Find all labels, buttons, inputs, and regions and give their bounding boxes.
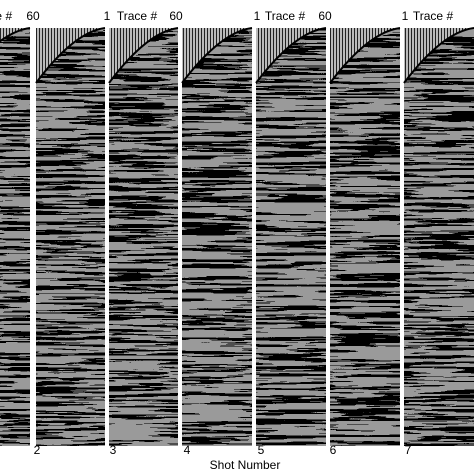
first-arrival-zone bbox=[182, 28, 252, 83]
first-arrival bbox=[181, 27, 253, 84]
trace-label: 1 bbox=[254, 9, 261, 23]
trace-label: Trace # bbox=[117, 9, 158, 23]
first-arrival bbox=[403, 27, 474, 84]
shot-number: 6 bbox=[330, 443, 337, 457]
panels bbox=[0, 27, 474, 446]
seismic-panel bbox=[109, 28, 178, 446]
seismic-panel bbox=[182, 28, 252, 446]
labels: Trace # 60 1 Trace # 60 1 Trace # 60 1 Trace # 2 3 4… bbox=[0, 9, 453, 472]
shot-number: 4 bbox=[184, 443, 191, 457]
trace-label: 1 bbox=[402, 9, 409, 23]
trace-label: 60 bbox=[169, 9, 183, 23]
first-arrival-zone bbox=[0, 28, 30, 42]
first-arrival bbox=[0, 27, 31, 43]
shot-number: 3 bbox=[110, 443, 117, 457]
first-arrival bbox=[255, 27, 327, 84]
first-arrival-zone bbox=[330, 28, 400, 83]
trace-label: 60 bbox=[26, 9, 40, 23]
first-arrival-zone bbox=[404, 28, 474, 83]
trace-label: 60 bbox=[318, 9, 332, 23]
shot-number: 5 bbox=[258, 443, 265, 457]
seismic-panel bbox=[0, 28, 30, 446]
seismic-panel bbox=[404, 28, 474, 446]
first-arrival-zone bbox=[256, 28, 326, 83]
first-arrival bbox=[108, 27, 179, 84]
first-arrival bbox=[329, 27, 401, 84]
first-arrival-zone bbox=[109, 28, 178, 83]
shot-number: 2 bbox=[34, 443, 41, 457]
x-axis-label: Shot Number bbox=[210, 458, 281, 472]
shot-number: 7 bbox=[405, 443, 412, 457]
trace-label: 1 bbox=[104, 9, 111, 23]
trace-label: Trace # bbox=[265, 9, 306, 23]
trace-label: Trace # bbox=[0, 9, 12, 23]
trace-label: Trace # bbox=[413, 9, 454, 23]
seismic-panel bbox=[256, 28, 326, 446]
seismic-panel bbox=[330, 28, 400, 446]
seismic-panel bbox=[36, 28, 105, 446]
first-arrival-zone bbox=[36, 28, 105, 83]
first-arrival bbox=[35, 27, 106, 84]
